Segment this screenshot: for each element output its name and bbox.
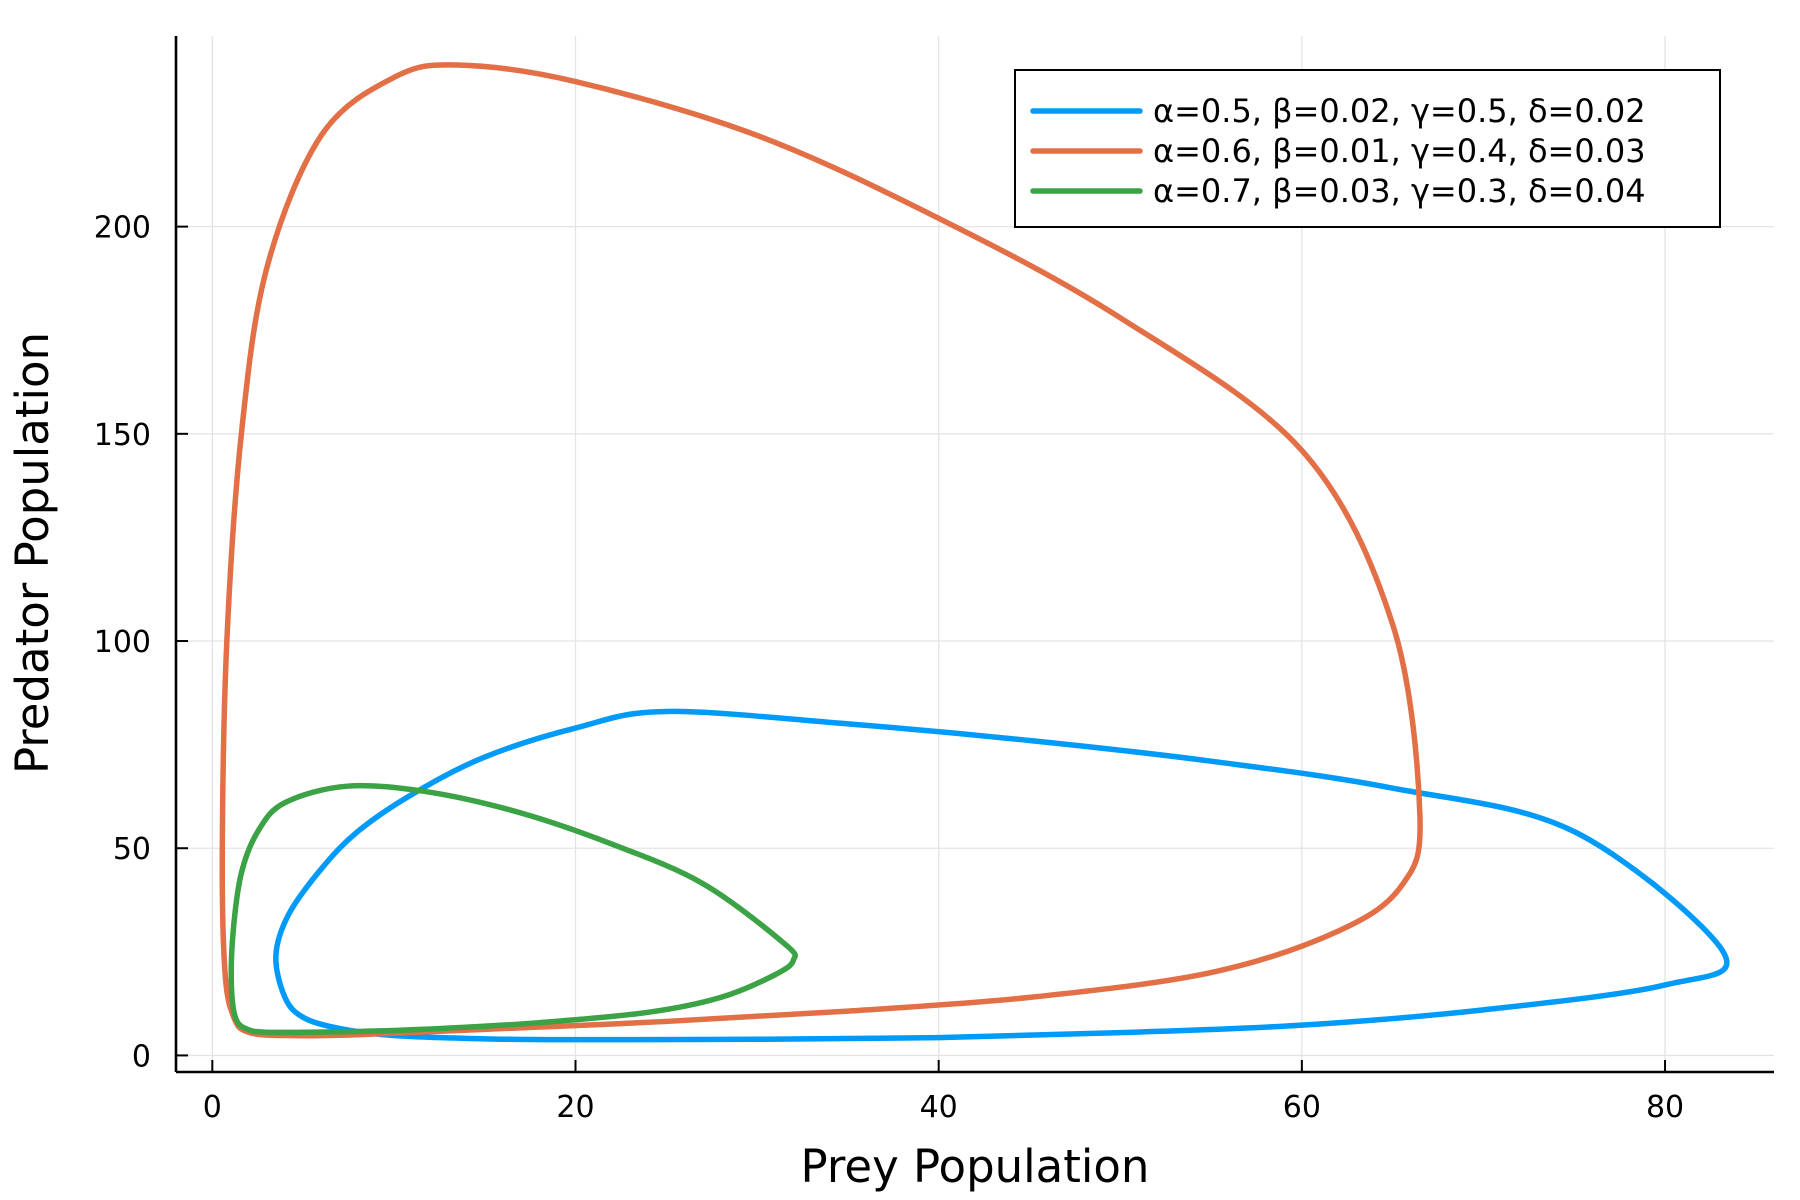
legend-label-2: α=0.6, β=0.01, γ=0.4, δ=0.03 [1153,132,1646,170]
series-line-2 [219,62,1423,1039]
x-tick-label: 40 [920,1090,958,1125]
series-line-3 [228,782,798,1036]
y-tick-label: 0 [132,1039,151,1074]
x-tick-label: 20 [556,1090,594,1125]
x-tick-label: 0 [203,1090,222,1125]
x-tick-label: 60 [1283,1090,1321,1125]
y-tick-label: 150 [94,418,151,453]
legend-label-1: α=0.5, β=0.02, γ=0.5, δ=0.02 [1153,92,1646,130]
legend-label-3: α=0.7, β=0.03, γ=0.3, δ=0.04 [1153,172,1646,210]
x-axis-title: Prey Population [801,1140,1150,1193]
axes [174,36,1774,1074]
y-axis-title: Predator Population [6,332,59,774]
x-tick-label: 80 [1646,1090,1684,1125]
legend: α=0.5, β=0.02, γ=0.5, δ=0.02α=0.6, β=0.0… [1014,69,1721,228]
y-tick-label: 100 [94,625,151,660]
series-line-1 [273,708,1730,1043]
y-tick-label: 200 [94,211,151,246]
tick-labels: 0 20 40 60 80 0 50 100 150 200 [94,211,1684,1125]
y-tick-label: 50 [113,832,151,867]
series-lines [219,62,1730,1043]
